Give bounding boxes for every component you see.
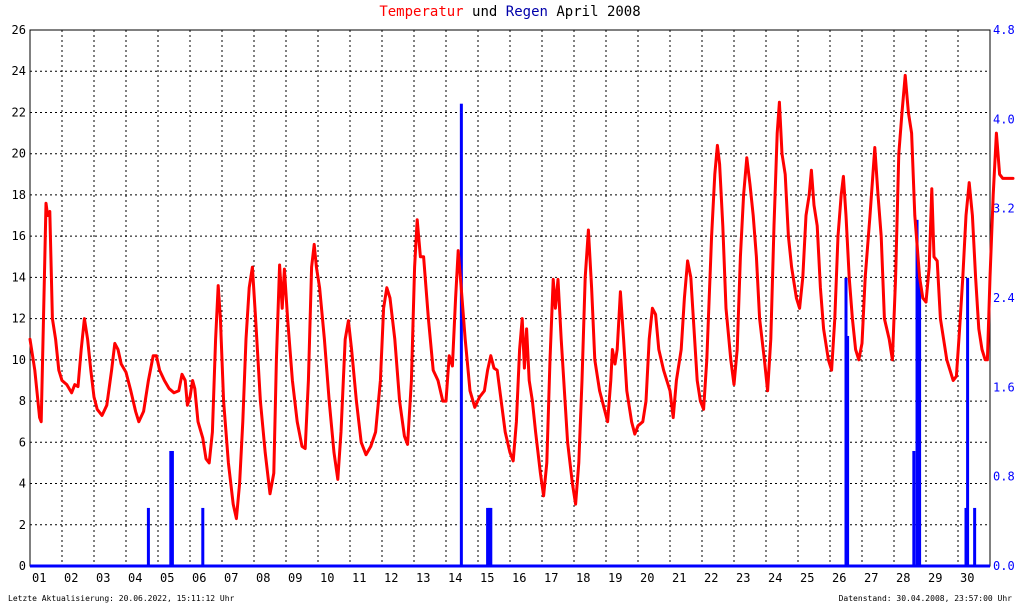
x-tick-label: 29 — [928, 571, 942, 585]
x-tick-label: 08 — [256, 571, 270, 585]
rain-bar — [146, 507, 150, 566]
x-tick-label: 28 — [896, 571, 910, 585]
rain-bar — [169, 450, 173, 566]
rain-bar — [966, 277, 970, 566]
x-tick-label: 22 — [704, 571, 718, 585]
y-right-tick-label: 4.0 — [993, 112, 1015, 126]
data-status-note: Datenstand: 30.04.2008, 23:57:00 Uhr — [838, 594, 1012, 603]
y-left-tick-label: 10 — [12, 353, 26, 367]
x-tick-label: 07 — [224, 571, 238, 585]
x-tick-label: 20 — [640, 571, 654, 585]
title-rain: Regen — [505, 4, 548, 20]
rain-bar — [846, 335, 850, 566]
x-tick-label: 01 — [32, 571, 46, 585]
y-left-tick-label: 2 — [19, 518, 26, 532]
rain-bar — [973, 507, 977, 566]
x-tick-label: 12 — [384, 571, 398, 585]
x-tick-label: 06 — [192, 571, 206, 585]
x-tick-label: 04 — [128, 571, 142, 585]
x-tick-label: 14 — [448, 571, 462, 585]
rain-bar — [201, 507, 205, 566]
rain-bar — [964, 507, 968, 566]
y-left-tick-label: 16 — [12, 229, 26, 243]
y-right-tick-label: 3.2 — [993, 202, 1015, 216]
y-left-tick-label: 4 — [19, 477, 26, 491]
rain-bar — [918, 277, 922, 566]
x-tick-label: 13 — [416, 571, 430, 585]
title-temperature: Temperatur — [379, 4, 464, 20]
chart-title: Temperatur und Regen April 2008 — [0, 4, 1020, 20]
rain-bar — [912, 450, 916, 566]
y-left-tick-label: 26 — [12, 23, 26, 37]
x-tick-label: 09 — [288, 571, 302, 585]
y-left-tick-label: 0 — [19, 559, 26, 573]
rain-bar — [486, 507, 490, 566]
title-und: und — [463, 4, 506, 20]
x-tick-label: 15 — [480, 571, 494, 585]
y-right-tick-label: 2.4 — [993, 291, 1015, 305]
x-tick-label: 30 — [960, 571, 974, 585]
last-update-note: Letzte Aktualisierung: 20.06.2022, 15:11… — [8, 594, 235, 603]
x-tick-label: 03 — [96, 571, 110, 585]
rain-bar — [844, 277, 848, 566]
y-left-tick-label: 20 — [12, 147, 26, 161]
rain-bar — [489, 507, 493, 566]
y-left-tick-label: 14 — [12, 270, 26, 284]
x-tick-label: 17 — [544, 571, 558, 585]
x-tick-label: 24 — [768, 571, 782, 585]
rain-bar — [459, 103, 463, 566]
y-right-tick-label: 0.8 — [993, 470, 1015, 484]
x-tick-label: 26 — [832, 571, 846, 585]
y-left-tick-label: 22 — [12, 105, 26, 119]
y-right-tick-label: 1.6 — [993, 380, 1015, 394]
x-tick-label: 11 — [352, 571, 366, 585]
rain-bar — [915, 219, 919, 567]
x-tick-label: 27 — [864, 571, 878, 585]
rain-bar — [170, 450, 174, 566]
title-month: April 2008 — [547, 4, 641, 20]
x-tick-label: 19 — [608, 571, 622, 585]
y-left-tick-label: 8 — [19, 394, 26, 408]
x-tick-label: 18 — [576, 571, 590, 585]
temperature-line — [28, 73, 1015, 521]
y-left-tick-label: 12 — [12, 312, 26, 326]
y-left-tick-label: 18 — [12, 188, 26, 202]
y-right-tick-label: 4.8 — [993, 23, 1015, 37]
x-tick-label: 21 — [672, 571, 686, 585]
rain-bar — [487, 507, 491, 566]
y-left-tick-label: 6 — [19, 435, 26, 449]
y-left-tick-label: 24 — [12, 64, 26, 78]
x-tick-label: 10 — [320, 571, 334, 585]
y-right-tick-label: 0.0 — [993, 559, 1015, 573]
x-tick-label: 23 — [736, 571, 750, 585]
x-tick-label: 16 — [512, 571, 526, 585]
x-tick-label: 02 — [64, 571, 78, 585]
x-tick-label: 05 — [160, 571, 174, 585]
x-tick-label: 25 — [800, 571, 814, 585]
